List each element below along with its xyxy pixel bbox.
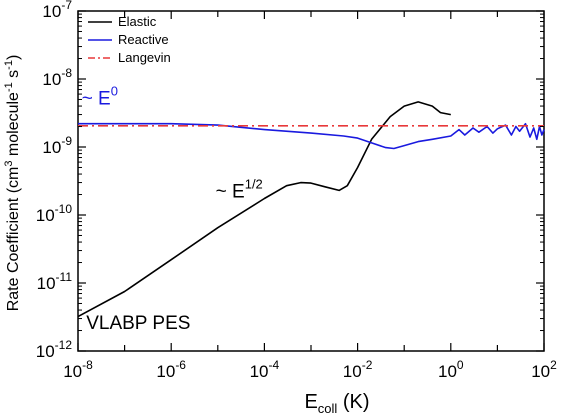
x-tick-label: 10-6	[156, 358, 186, 381]
y-tick-label: 10-11	[37, 270, 73, 293]
y-axis-title-sup1: 3	[3, 161, 15, 167]
y-tick-label-base: 10	[42, 70, 61, 89]
y-tick-label-base: 10	[42, 2, 61, 21]
x-tick-label: 10-4	[250, 358, 280, 381]
x-tick-label-exp: -8	[82, 358, 93, 372]
annotation-ehalf: ~ E1/2	[216, 177, 263, 203]
x-tick-label-exp: -2	[362, 358, 373, 372]
annotation-pes: VLABP PES	[86, 313, 190, 334]
x-tick-label-base: 10	[531, 362, 550, 381]
y-tick-label: 10-9	[42, 134, 72, 157]
y-tick-label-exp: -12	[55, 338, 73, 352]
axes-layer: 10-8 10-6 10-4 10-2 100 10210-1210-1110-1010-…	[36, 0, 557, 381]
x-tick-label-base: 10	[250, 362, 269, 381]
annotation-e0: ~ E0	[82, 84, 118, 110]
x-tick-label-base: 10	[438, 362, 457, 381]
x-tick-label: 102	[531, 358, 557, 381]
series-line-reactive	[78, 122, 545, 150]
annotation-ehalf-sup: 1/2	[245, 177, 263, 192]
x-tick-label-base: 10	[156, 362, 175, 381]
x-axis-title-sub: coll	[318, 401, 338, 416]
x-axis-title-unit: (K)	[337, 391, 369, 413]
annotation-ehalf-main: ~ E	[216, 182, 245, 203]
x-axis-title-main: E	[304, 391, 317, 413]
y-tick-label: 10-8	[42, 66, 72, 89]
y-tick-label: 10-12	[36, 338, 73, 361]
y-tick-label: 10-7	[42, 0, 72, 21]
x-tick-label-base: 10	[63, 362, 82, 381]
legend-label-langevin: Langevin	[118, 50, 171, 65]
x-axis-title: Ecoll (K)	[304, 391, 369, 416]
x-tick-label-exp: 2	[550, 358, 557, 372]
y-tick-label-exp: -10	[55, 202, 73, 216]
x-tick-label: 10-2	[343, 358, 373, 381]
y-tick-label-base: 10	[37, 274, 56, 293]
y-axis-title-post: )	[5, 55, 22, 60]
x-tick-label-base: 10	[343, 362, 362, 381]
legend-label-elastic: Elastic	[118, 14, 157, 29]
y-tick-label-base: 10	[36, 342, 55, 361]
y-axis-title-pre: Rate Coefficient (cm	[5, 167, 22, 312]
y-axis-title-mid2: s	[5, 70, 22, 82]
legend: Elastic Reactive Langevin	[88, 14, 171, 65]
annotation-e0-sup: 0	[111, 84, 118, 99]
legend-label-reactive: Reactive	[118, 32, 169, 47]
y-tick-label-exp: -7	[61, 0, 72, 12]
y-tick-label-base: 10	[42, 138, 61, 157]
y-axis-title-mid: molecule	[5, 92, 22, 161]
annotation-e0-main: ~ E	[82, 89, 111, 110]
y-tick-label-exp: -11	[56, 270, 73, 284]
x-tick-label-exp: 0	[457, 358, 464, 372]
y-axis-title-sup2: -1	[3, 82, 15, 92]
x-tick-label-exp: -6	[175, 358, 186, 372]
y-tick-label-exp: -9	[61, 134, 72, 148]
y-axis-title-sup3: -1	[3, 60, 15, 70]
x-tick-label: 10-8	[63, 358, 93, 381]
y-tick-label: 10-10	[36, 202, 73, 225]
series-line-elastic	[77, 101, 451, 318]
annotation-pes-main: VLABP PES	[86, 313, 190, 334]
y-tick-label-base: 10	[36, 206, 55, 225]
x-tick-label: 100	[438, 358, 464, 381]
y-tick-label-exp: -8	[61, 66, 72, 80]
series-layer	[77, 101, 545, 318]
y-axis-title: Rate Coefficient (cm3 molecule-1 s-1)	[3, 55, 22, 312]
x-tick-label-exp: -4	[269, 358, 280, 372]
